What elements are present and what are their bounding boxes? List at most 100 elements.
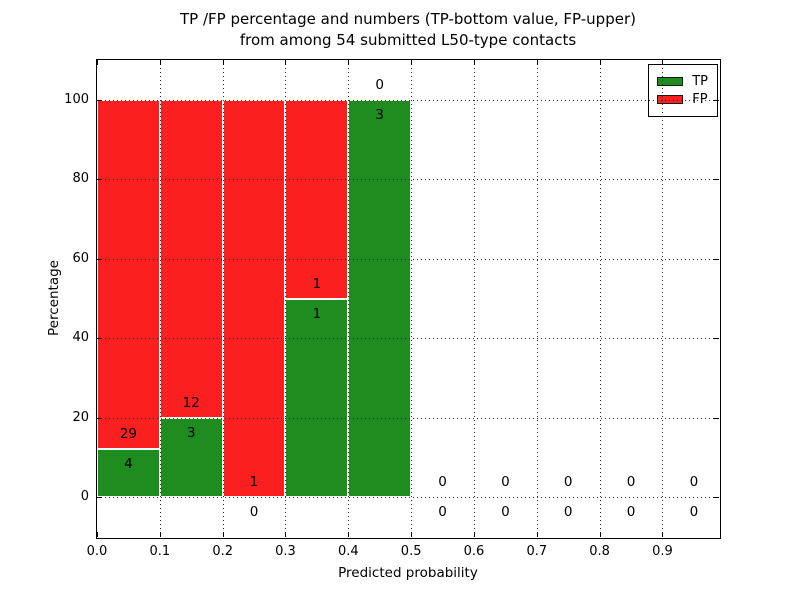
chart-title-line2: from among 54 submitted L50-type contact…	[239, 31, 577, 49]
y-gridline	[97, 258, 719, 260]
tp-count-label: 0	[626, 504, 636, 521]
y-tick-label: 20	[72, 409, 89, 425]
legend-entry-fp: FP	[657, 92, 708, 107]
y-tick-label: 0	[80, 489, 89, 505]
x-tick-bottom	[97, 532, 98, 537]
fp-bar-segment	[285, 99, 349, 299]
tp-count-label: 0	[438, 504, 447, 521]
chart-title: TP /FP percentage and numbers (TP-bottom…	[96, 9, 720, 51]
y-tick-right	[714, 417, 719, 419]
x-tick-bottom	[599, 532, 601, 537]
x-tick-bottom	[662, 532, 664, 537]
x-tick-label: 0.2	[212, 544, 233, 559]
tp-bar-segment	[97, 449, 160, 498]
x-tick-top	[411, 60, 413, 65]
tp-count-label: 3	[375, 106, 385, 123]
y-tick-label: 80	[72, 171, 89, 187]
tp-count-label: 0	[249, 504, 259, 521]
x-tick-top	[473, 60, 475, 65]
x-tick-bottom	[536, 532, 538, 537]
fp-count-label: 12	[182, 394, 200, 411]
tp-count-label: 3	[186, 424, 196, 441]
x-gridline	[662, 60, 664, 537]
x-tick-bottom	[159, 532, 161, 537]
x-tick-top	[222, 60, 224, 65]
y-tick-label: 60	[72, 250, 89, 266]
y-tick-left	[97, 179, 102, 181]
y-tick-left	[97, 258, 102, 260]
y-tick-label: 100	[64, 91, 89, 107]
x-tick-bottom	[473, 532, 475, 537]
x-tick-bottom	[222, 532, 224, 537]
y-gridline	[97, 338, 719, 340]
x-tick-label: 0.3	[275, 544, 296, 559]
tp-bar-segment	[348, 99, 412, 498]
x-tick-top	[97, 60, 98, 65]
legend-entry-tp: TP	[657, 74, 708, 89]
x-tick-top	[285, 60, 287, 65]
y-gridline	[97, 497, 719, 499]
x-tick-label: 0.0	[86, 544, 108, 559]
x-tick-top	[348, 60, 350, 65]
y-gridline	[97, 99, 719, 101]
y-gridline	[97, 417, 719, 419]
fp-count-label: 0	[563, 474, 573, 491]
x-gridline	[159, 60, 161, 537]
x-tick-label: 0.6	[463, 544, 485, 559]
x-tick-label: 0.1	[149, 544, 171, 559]
y-tick-right	[714, 497, 719, 499]
x-tick-top	[159, 60, 161, 65]
legend-label: FP	[692, 92, 708, 107]
tp-count-label: 0	[689, 504, 699, 521]
y-tick-label: 40	[72, 330, 89, 346]
legend-label: TP	[692, 74, 708, 89]
x-gridline	[411, 60, 413, 537]
x-tick-label: 0.9	[652, 544, 673, 559]
tp-count-label: 4	[124, 456, 133, 473]
y-axis-label: Percentage	[46, 260, 62, 336]
fp-count-label: 0	[501, 474, 510, 491]
x-gridline	[285, 60, 287, 537]
x-tick-bottom	[285, 532, 287, 537]
x-gridline	[473, 60, 475, 537]
y-gridline	[97, 179, 719, 181]
x-gridline	[599, 60, 601, 537]
y-tick-left	[97, 497, 102, 499]
fp-count-label: 0	[438, 474, 447, 491]
x-gridline	[348, 60, 350, 537]
y-tick-right	[714, 338, 719, 340]
fp-swatch-icon	[657, 95, 684, 104]
fp-count-label: 0	[689, 474, 699, 491]
x-tick-label: 0.4	[337, 544, 359, 559]
chart-title-line1: TP /FP percentage and numbers (TP-bottom…	[180, 10, 636, 28]
y-tick-left	[97, 338, 102, 340]
fp-count-label: 0	[626, 474, 636, 491]
x-tick-label: 0.8	[589, 544, 610, 559]
x-tick-bottom	[411, 532, 413, 537]
x-tick-label: 0.7	[526, 544, 548, 559]
y-tick-right	[714, 258, 719, 260]
x-tick-label: 0.5	[400, 544, 422, 559]
y-tick-left	[97, 99, 102, 101]
x-tick-top	[662, 60, 664, 65]
legend: TP FP	[648, 64, 718, 117]
x-gridline	[222, 60, 224, 537]
tp-bar-segment	[285, 298, 349, 498]
tp-count-label: 1	[312, 305, 322, 322]
fp-count-label: 1	[249, 474, 259, 491]
x-tick-top	[599, 60, 601, 65]
x-tick-bottom	[348, 532, 350, 537]
tp-count-label: 0	[501, 504, 510, 521]
fp-count-label: 1	[312, 275, 322, 292]
fp-count-label: 29	[119, 426, 137, 443]
fp-bar-segment	[222, 99, 286, 498]
y-tick-right	[714, 99, 719, 101]
fp-bar-segment	[97, 99, 160, 450]
y-tick-left	[97, 417, 102, 419]
fp-count-label: 0	[375, 76, 385, 93]
tp-swatch-icon	[657, 77, 684, 86]
tp-count-label: 0	[563, 504, 573, 521]
x-tick-top	[536, 60, 538, 65]
y-tick-right	[714, 179, 719, 181]
